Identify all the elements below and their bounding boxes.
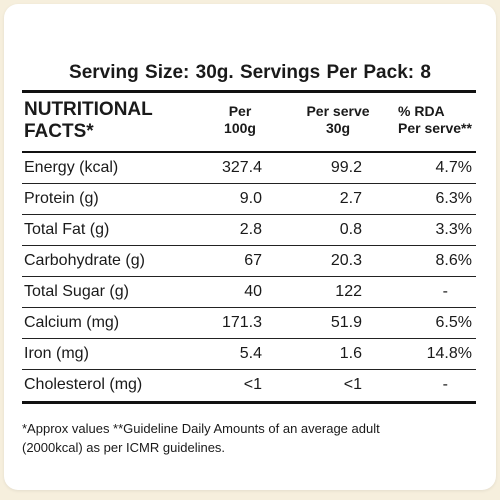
nutrient-name: Carbohydrate (g): [24, 252, 145, 269]
nutrient-name: Total Sugar (g): [24, 283, 129, 300]
nutrition-table: NUTRITIONAL FACTS* Per 100g Per serve 30…: [22, 90, 476, 404]
table-row: Total Sugar (g) 40 122 -: [22, 277, 476, 308]
nutrient-name: Energy (kcal): [24, 159, 119, 176]
table-title-line1: NUTRITIONAL: [24, 99, 153, 120]
table-header: NUTRITIONAL FACTS* Per 100g Per serve 30…: [22, 93, 476, 153]
value-per-serve: 20.3: [330, 252, 362, 269]
value-per-100g: <1: [243, 376, 262, 393]
table-row: Calcium (mg) 171.3 51.9 6.5%: [22, 308, 476, 339]
serving-info: Serving Size: 30g. Servings Per Pack: 8: [69, 62, 431, 83]
footnote-line2: (2000kcal) as per ICMR guidelines.: [22, 440, 226, 455]
value-per-100g: 171.3: [221, 314, 262, 331]
nutrient-name: Iron (mg): [24, 345, 89, 362]
value-per-100g: 67: [244, 252, 262, 269]
footnote-line1: *Approx values **Guideline Daily Amounts…: [22, 421, 380, 436]
nutrient-name: Total Fat (g): [24, 221, 110, 238]
table-title: NUTRITIONAL FACTS*: [24, 99, 194, 143]
column-header-rda: % RDA Per serve**: [398, 103, 472, 136]
table-row: Carbohydrate (g) 67 20.3 8.6%: [22, 246, 476, 277]
value-rda: 4.7%: [435, 159, 472, 176]
value-per-serve: 2.7: [339, 190, 362, 207]
table-row: Total Fat (g) 2.8 0.8 3.3%: [22, 215, 476, 246]
value-per-serve: 51.9: [330, 314, 362, 331]
column-header-per-serve: Per serve 30g: [306, 103, 370, 136]
value-per-100g: 9.0: [239, 190, 262, 207]
value-per-100g: 40: [244, 283, 262, 300]
value-per-serve: <1: [343, 376, 362, 393]
value-per-serve: 0.8: [339, 221, 362, 238]
nutrient-name: Protein (g): [24, 190, 99, 207]
value-rda: 3.3%: [435, 221, 472, 238]
nutrition-label-card: Serving Size: 30g. Servings Per Pack: 8 …: [4, 4, 496, 490]
value-per-serve: 99.2: [330, 159, 362, 176]
value-per-serve: 1.6: [339, 345, 362, 362]
nutrient-name: Cholesterol (mg): [24, 376, 143, 393]
value-per-100g: 2.8: [239, 221, 262, 238]
footnote: *Approx values **Guideline Daily Amounts…: [22, 419, 482, 457]
value-per-serve: 122: [335, 283, 362, 300]
value-per-100g: 327.4: [221, 159, 262, 176]
value-rda: 14.8%: [426, 345, 472, 362]
column-header-per-100g: Per 100g: [224, 103, 256, 136]
table-row: Energy (kcal) 327.4 99.2 4.7%: [22, 153, 476, 184]
value-rda: 6.3%: [435, 190, 472, 207]
value-per-100g: 5.4: [239, 345, 262, 362]
table-row: Cholesterol (mg) <1 <1 -: [22, 370, 476, 401]
table-row: Protein (g) 9.0 2.7 6.3%: [22, 184, 476, 215]
value-rda: 8.6%: [435, 252, 472, 269]
table-row: Iron (mg) 5.4 1.6 14.8%: [22, 339, 476, 370]
value-rda: 6.5%: [435, 314, 472, 331]
value-rda: -: [442, 376, 448, 393]
table-title-line2: FACTS*: [24, 121, 94, 142]
value-rda: -: [442, 283, 448, 300]
nutrient-name: Calcium (mg): [24, 314, 120, 331]
